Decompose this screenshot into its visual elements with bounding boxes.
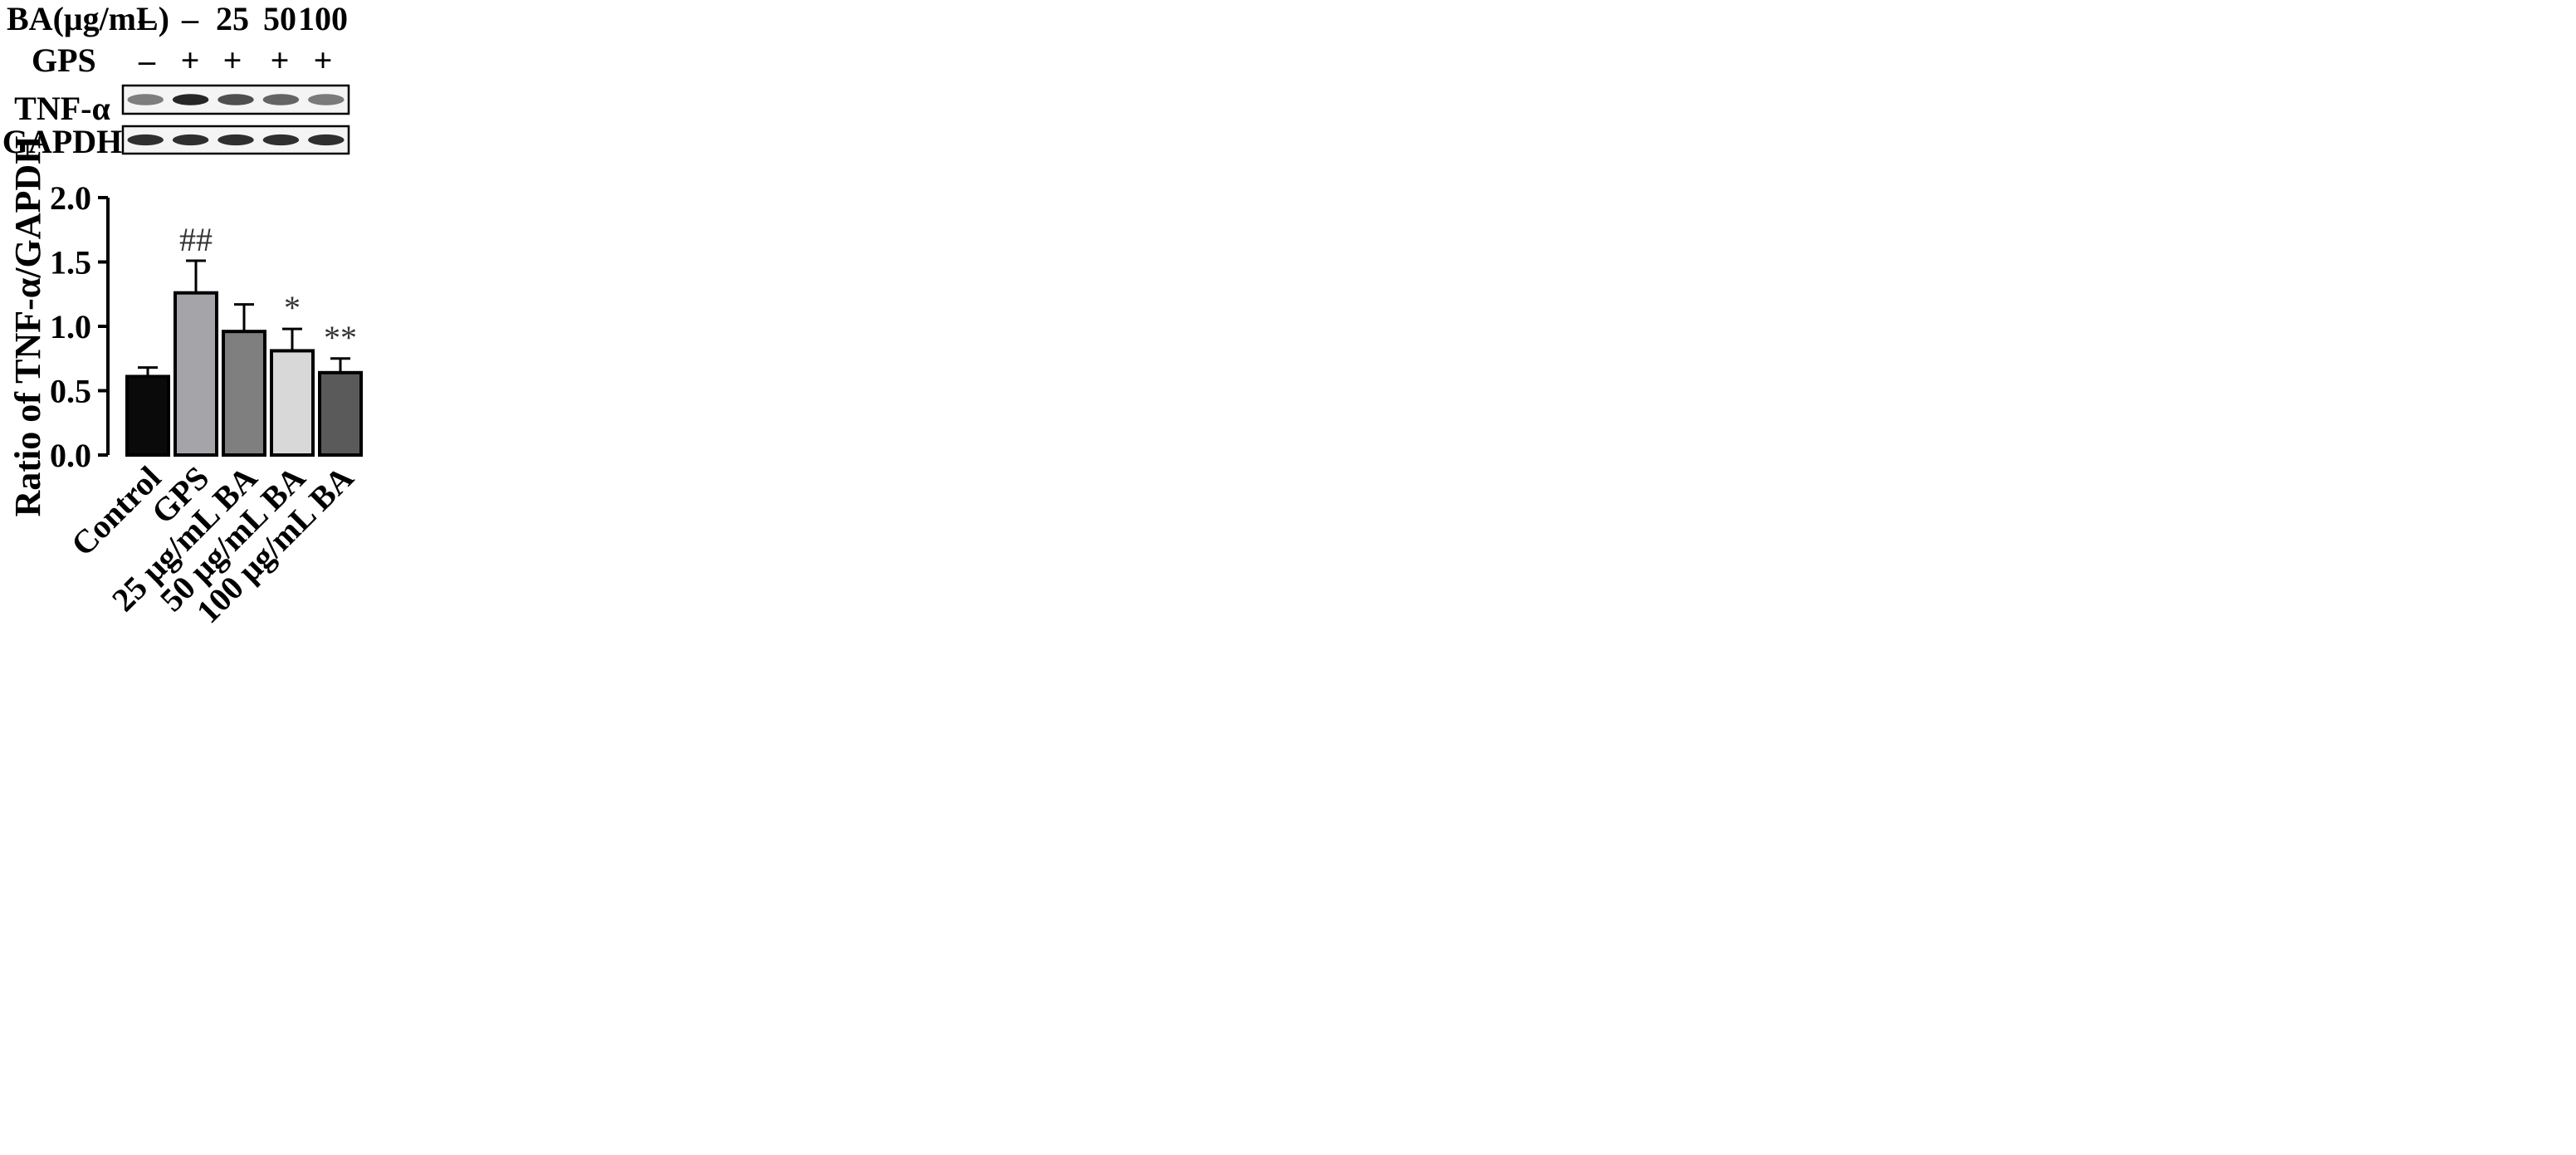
ba-value: 100 bbox=[298, 0, 348, 37]
blot-band bbox=[127, 134, 164, 146]
panel-svg: BA(μg/mL)GPS– –25 50 100– + + + +TNF-αGAPDH0.00… bbox=[2, 0, 363, 630]
blot-band bbox=[262, 134, 300, 146]
y-tick-label: 1.0 bbox=[50, 308, 91, 345]
blot-band bbox=[218, 94, 254, 105]
bar bbox=[174, 291, 218, 458]
bar bbox=[222, 330, 266, 458]
panel-svg: BA(μg/mL)GPS––2550100–++++IL-1βGAPDH0.00… bbox=[858, 0, 1717, 1155]
panel-il-6: BA(μg/mL)GPS––2550100–++++IL-6GAPDH0.00.… bbox=[1717, 0, 2575, 1155]
bar bbox=[125, 374, 170, 458]
blot-band bbox=[127, 94, 164, 105]
ba-row-label: BA(μg/mL) bbox=[7, 0, 169, 37]
panel-tnf-alpha: BA(μg/mL) GPS – –25 50 100– + + + + TNF-α GAPDH 0.0 0… bbox=[0, 0, 858, 1155]
significance-mark: ** bbox=[324, 319, 357, 356]
y-tick-label: 0.5 bbox=[50, 373, 91, 410]
bar bbox=[270, 349, 315, 458]
blot-protein-label: TNF-α bbox=[14, 90, 110, 127]
ba-value: 50 bbox=[263, 0, 296, 37]
gps-row-label: GPS bbox=[32, 42, 96, 79]
gps-value: + bbox=[271, 42, 290, 79]
y-tick-label: 2.0 bbox=[50, 179, 91, 217]
blot-band bbox=[172, 94, 209, 105]
blot-band bbox=[172, 134, 209, 146]
blot-band bbox=[308, 134, 345, 146]
blot-reference-label: GAPDH bbox=[2, 123, 122, 160]
y-tick-label: 1.5 bbox=[50, 244, 91, 281]
ba-value: – bbox=[181, 0, 199, 37]
blot-band bbox=[262, 94, 300, 105]
panel-group: BA(μg/mL)GPS– –25 50 100– + + + +TNF-αGAPDH0.00… bbox=[2, 0, 363, 630]
y-axis-label: Ratio of TNF-α/GAPDH bbox=[7, 136, 48, 517]
significance-mark: ## bbox=[179, 221, 213, 258]
ba-value: 25 bbox=[216, 0, 249, 37]
y-tick-label: 0.0 bbox=[50, 437, 91, 474]
gps-value: + bbox=[223, 42, 242, 79]
ba-value: – bbox=[138, 0, 156, 37]
gps-value: + bbox=[314, 42, 333, 79]
blot-band bbox=[308, 94, 345, 105]
blot-band bbox=[218, 134, 254, 146]
gps-value: + bbox=[181, 42, 200, 79]
panel-il-1beta: BA(μg/mL)GPS––2550100–++++IL-1βGAPDH0.00… bbox=[858, 0, 1717, 1155]
gps-value: – bbox=[138, 42, 156, 79]
bar bbox=[318, 370, 363, 457]
panel-svg: BA(μg/mL)GPS––2550100–++++IL-6GAPDH0.00.… bbox=[1717, 0, 2575, 1155]
significance-mark: * bbox=[284, 289, 301, 326]
